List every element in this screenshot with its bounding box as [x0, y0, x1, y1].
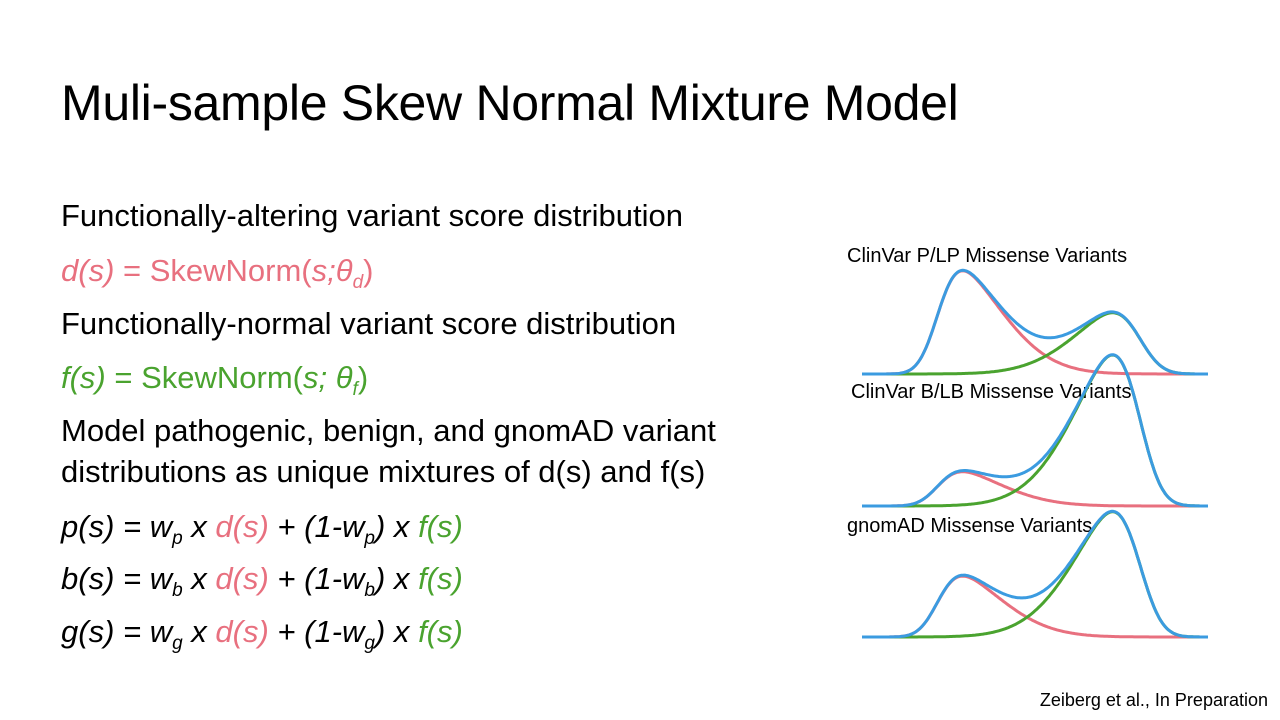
mixture-curve-0 — [862, 268, 1208, 376]
p-sub1: p — [172, 528, 183, 549]
d-sub: d — [352, 272, 364, 293]
p-d: d(s) — [215, 509, 269, 544]
f-arg: s; θ — [303, 360, 353, 395]
d-arg: s;θ — [311, 253, 353, 288]
panel-plp — [862, 268, 1208, 376]
equation-b: b(s) = wb x d(s) + (1-wb) x f(s) — [61, 560, 463, 601]
p-lhs: p(s) = w — [61, 509, 173, 544]
p-mid2: + (1-w — [268, 509, 365, 544]
g-mid3: ) x — [375, 614, 419, 649]
g-mid1: x — [182, 614, 216, 649]
normal-curve-0 — [862, 311, 1208, 376]
b-mid2: + (1-w — [268, 561, 365, 596]
b-mid3: ) x — [375, 561, 419, 596]
panel-title-blb: ClinVar B/LB Missense Variants — [851, 381, 1132, 403]
p-f: f(s) — [418, 509, 463, 544]
f-close: ) — [357, 360, 369, 395]
citation: Zeiberg et al., In Preparation — [1039, 690, 1268, 710]
b-sub2: b — [364, 580, 375, 601]
mixture-curve-2 — [862, 509, 1208, 639]
text-model-description-2: distributions as unique mixtures of d(s)… — [61, 454, 706, 489]
b-d: d(s) — [215, 561, 269, 596]
equation-f: f(s) = SkewNorm(s; θf) — [61, 359, 369, 400]
text-normal-description: Functionally-normal variant score distri… — [61, 306, 677, 341]
equation-p: p(s) = wp x d(s) + (1-wp) x f(s) — [61, 508, 463, 549]
f-sub: f — [352, 379, 358, 400]
g-d: d(s) — [215, 614, 269, 649]
text-model-description-1: Model pathogenic, benign, and gnomAD var… — [61, 413, 716, 448]
mixture-curve-1 — [862, 353, 1208, 508]
b-f: f(s) — [418, 561, 463, 596]
p-sub2: p — [364, 528, 375, 549]
d-eq: = SkewNorm( — [114, 253, 312, 288]
g-lhs: g(s) = w — [61, 614, 173, 649]
altering-curve-0 — [862, 269, 1208, 376]
slide-title: Muli-sample Skew Normal Mixture Model — [61, 75, 959, 131]
d-lhs: d(s) — [61, 253, 115, 288]
equation-g: g(s) = wg x d(s) + (1-wg) x f(s) — [61, 613, 463, 654]
f-eq: = SkewNorm( — [105, 360, 303, 395]
altering-curve-2 — [862, 574, 1208, 639]
d-close: ) — [363, 253, 374, 288]
f-lhs: f(s) — [61, 360, 106, 395]
b-mid1: x — [182, 561, 216, 596]
normal-curve-2 — [862, 510, 1208, 639]
p-mid3: ) x — [375, 509, 419, 544]
panel-title-gnomad: gnomAD Missense Variants — [847, 515, 1093, 537]
p-mid1: x — [182, 509, 216, 544]
g-f: f(s) — [418, 614, 463, 649]
b-sub1: b — [172, 580, 183, 601]
b-lhs: b(s) = w — [61, 561, 173, 596]
panel-gnomad — [862, 509, 1208, 639]
normal-curve-1 — [862, 353, 1208, 508]
panel-blb — [862, 353, 1208, 508]
equation-d: d(s) = SkewNorm(s;θd) — [61, 252, 374, 293]
g-mid2: + (1-w — [268, 614, 365, 649]
text-altering-description: Functionally-altering variant score dist… — [61, 198, 684, 233]
g-sub2: g — [364, 633, 375, 654]
g-sub1: g — [172, 633, 183, 654]
panel-title-plp: ClinVar P/LP Missense Variants — [847, 245, 1128, 267]
